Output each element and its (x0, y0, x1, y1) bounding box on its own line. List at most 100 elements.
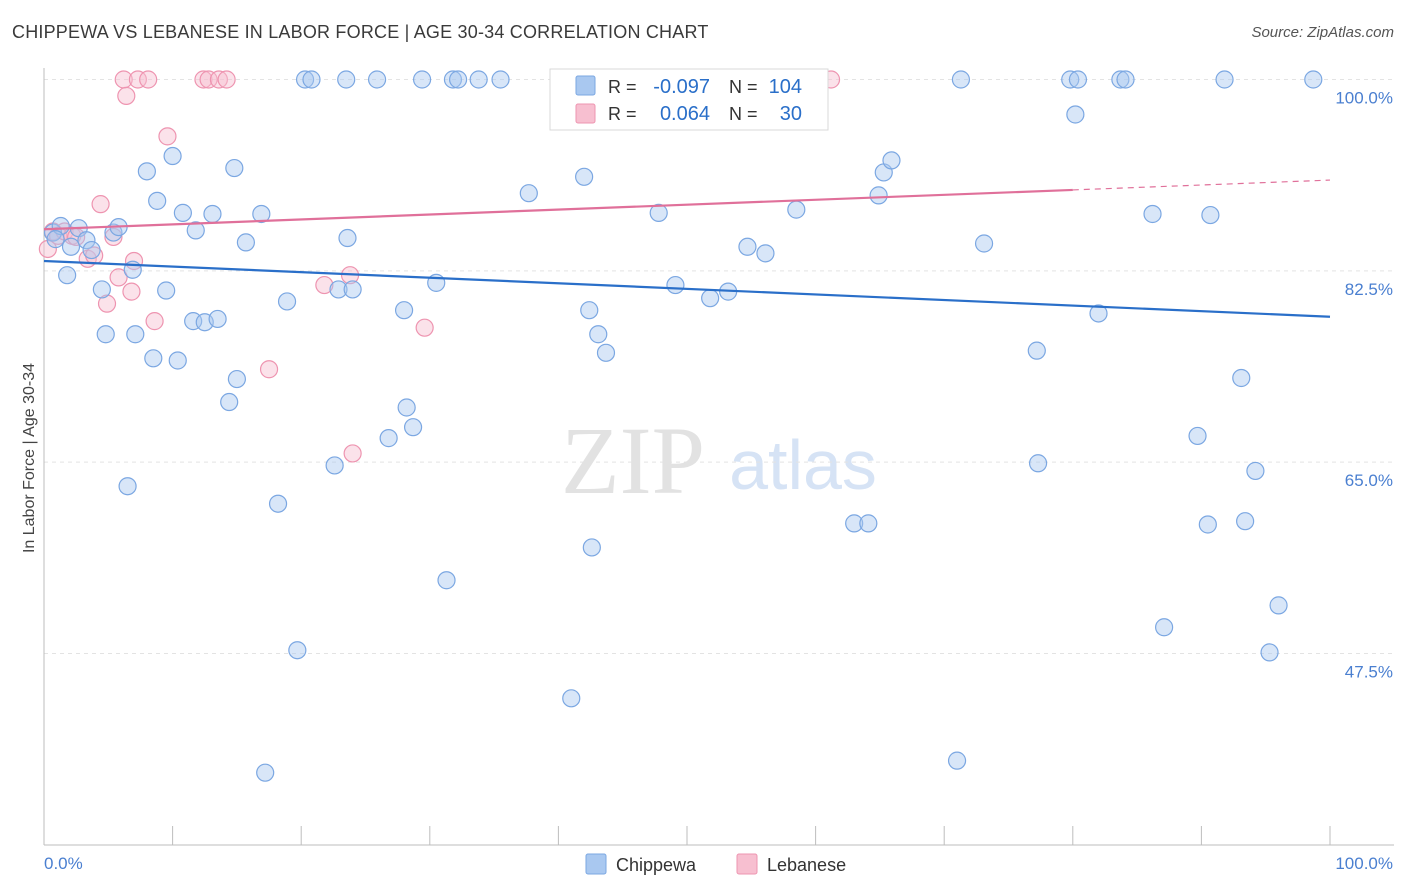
y-tick-label-3: 47.5% (1345, 663, 1393, 682)
chippewa-point-58 (580, 301, 599, 320)
stats-legend: R = -0.097 N = 104 R = 0.064 N = 30 (549, 68, 829, 131)
chippewa-point-44 (379, 429, 398, 448)
stats-r-value-chippewa: -0.097 (653, 76, 710, 98)
chippewa-point-61 (596, 343, 616, 362)
chippewa-point-17 (148, 191, 167, 210)
chippewa-point-94 (1236, 512, 1255, 531)
stats-n-label-lebanese: N = (729, 104, 758, 124)
chippewa-point-6 (77, 231, 96, 250)
lebanese-point-16 (128, 70, 147, 89)
chippewa-point-76 (947, 751, 967, 770)
lebanese-point-27 (343, 444, 362, 463)
chippewa-point-60 (589, 325, 608, 344)
x-tick-label-right: 100.0% (1335, 854, 1393, 873)
chippewa-point-82 (1068, 70, 1088, 89)
y-axis-label: In Labor Force | Age 30-34 (21, 363, 38, 553)
chippewa-point-92 (1215, 70, 1234, 89)
chippewa-point-71 (845, 514, 864, 533)
chippewa-point-59 (582, 538, 601, 557)
chippewa-point-42 (337, 70, 356, 89)
chippewa-point-93 (1232, 368, 1251, 388)
chippewa-point-34 (277, 292, 297, 311)
chippewa-point-85 (1111, 70, 1130, 89)
chippewa-point-88 (1155, 618, 1174, 637)
chippewa-point-26 (208, 309, 227, 329)
watermark-zip: ZIP (561, 407, 705, 514)
stats-legend-frame (549, 68, 829, 131)
axes (43, 68, 1394, 846)
chippewa-point-7 (82, 240, 101, 260)
chippewa-point-13 (126, 325, 145, 344)
chippewa-point-80 (1028, 454, 1048, 473)
chippewa-point-39 (329, 280, 348, 299)
chippewa-point-36 (295, 70, 315, 89)
chippewa-point-73 (869, 186, 888, 205)
chippewa-point-3 (58, 266, 77, 285)
chippewa-point-30 (236, 233, 256, 252)
chippewa-point-54 (491, 70, 510, 89)
lebanese-point-0 (38, 239, 57, 259)
lebanese-point-9 (97, 294, 117, 313)
chippewa-trend-line (43, 259, 1331, 318)
chippewa-point-43 (367, 70, 387, 89)
stats-swatch-lebanese (575, 103, 596, 124)
y-tick-labels: 100.0% 82.5% 65.0% 47.5% (1335, 89, 1393, 682)
chippewa-point-4 (61, 237, 81, 256)
legend-swatch-chippewa (585, 853, 607, 875)
legend-label-lebanese: Lebanese (767, 855, 846, 875)
chippewa-point-21 (173, 203, 192, 222)
source-credit: Source: ZipAtlas.com (1251, 24, 1394, 41)
lebanese-point-10 (104, 227, 123, 247)
chippewa-point-25 (203, 204, 222, 224)
chippewa-point-18 (157, 281, 176, 300)
chippewa-point-72 (859, 514, 878, 533)
stats-swatch-chippewa (575, 75, 596, 96)
chippewa-point-8 (92, 280, 111, 299)
chippewa-point-55 (519, 184, 538, 203)
chippewa-point-23 (186, 221, 205, 240)
chippewa-point-53 (469, 70, 488, 89)
chippewa-point-38 (325, 456, 344, 475)
lebanese-point-28 (415, 318, 434, 337)
lebanese-trend-line (43, 188, 1073, 231)
lebanese-point-21 (199, 70, 218, 89)
y-tick-label-2: 65.0% (1345, 471, 1393, 490)
chippewa-point-56 (562, 689, 581, 708)
chippewa-point-87 (1143, 204, 1162, 224)
chippewa-point-70 (787, 200, 806, 219)
chippewa-point-20 (168, 351, 187, 370)
chippewa-point-81 (1061, 70, 1080, 89)
chippewa-point-40 (338, 228, 357, 248)
chippewa-point-14 (118, 477, 137, 496)
y-tick-label-0: 100.0% (1335, 89, 1393, 108)
chippewa-point-41 (343, 280, 362, 299)
chippewa-point-79 (1027, 341, 1046, 360)
chippewa-point-28 (225, 158, 244, 178)
chippewa-point-95 (1246, 461, 1265, 481)
chippewa-point-75 (882, 151, 901, 170)
lebanese-point-17 (139, 70, 158, 89)
legend-label-chippewa: Chippewa (616, 855, 697, 875)
chippewa-point-37 (302, 70, 321, 89)
chippewa-point-91 (1201, 205, 1220, 225)
grid-lines (44, 79, 1394, 654)
chippewa-point-86 (1116, 70, 1135, 89)
chippewa-point-51 (443, 70, 463, 89)
lebanese-point-13 (117, 86, 136, 106)
chippewa-point-78 (974, 234, 994, 253)
stats-n-label-chippewa: N = (729, 77, 758, 97)
chippewa-point-2 (46, 230, 65, 249)
lebanese-point-18 (145, 312, 164, 331)
chippewa-point-69 (756, 244, 775, 263)
chippewa-point-33 (268, 494, 288, 513)
lebanese-point-24 (259, 360, 279, 379)
lebanese-point-23 (217, 70, 236, 89)
stats-r-label-lebanese: R = (608, 104, 637, 124)
lebanese-point-19 (158, 127, 177, 146)
lebanese-point-11 (109, 268, 128, 287)
stats-r-value-lebanese: 0.064 (660, 103, 710, 125)
chippewa-point-29 (227, 369, 246, 389)
chippewa-point-35 (288, 641, 307, 660)
chippewa-point-10 (104, 223, 123, 242)
